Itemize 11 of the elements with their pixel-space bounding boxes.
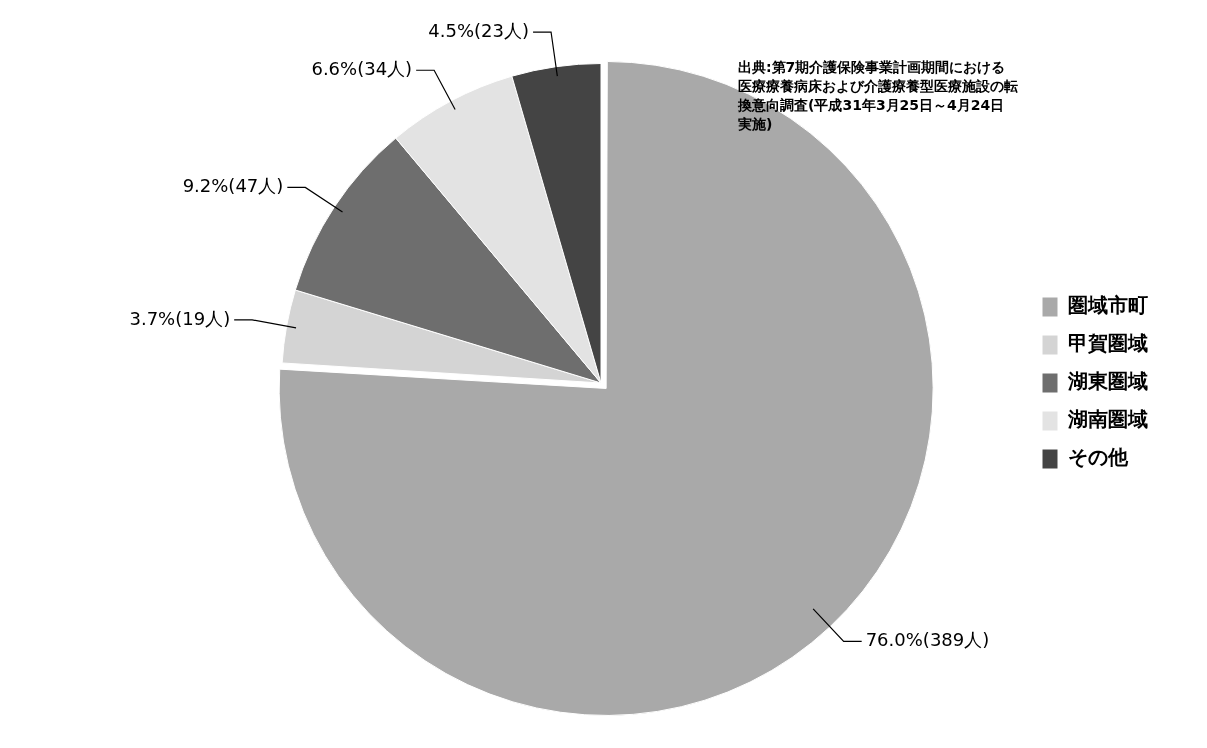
data-label: 3.7%(19人): [129, 307, 231, 329]
legend-label: 湖南圏域: [1067, 407, 1148, 432]
legend-label: 圏域市町: [1068, 293, 1148, 318]
data-label: 6.6%(34人): [311, 57, 413, 79]
legend-label: その他: [1068, 445, 1129, 470]
legend-label: 甲賀圏域: [1068, 331, 1148, 356]
data-label: 9.2%(47人): [182, 175, 284, 197]
legend-label: 湖東圏域: [1067, 369, 1148, 394]
source-note: 出典:第7期介護保険事業計画期間における医療療養病床および介護療養型医療施設の転換意向調査(平成31年3月25日～4月24日実施): [738, 58, 1018, 134]
data-label: 76.0%(389人): [865, 629, 990, 651]
data-label: 4.5%(23人): [428, 19, 530, 41]
